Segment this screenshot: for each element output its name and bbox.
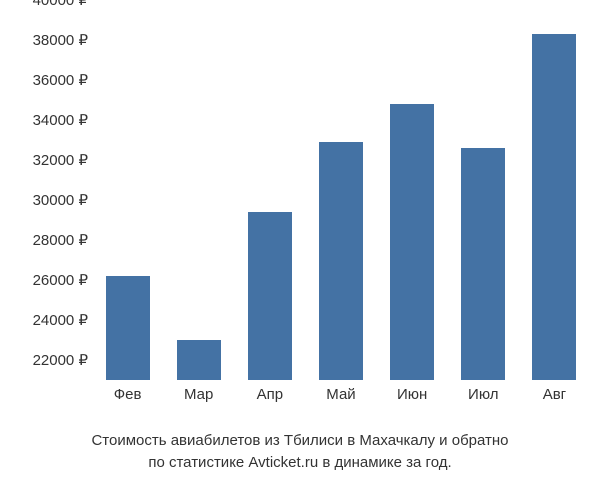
x-tick-label: Июл — [468, 386, 498, 403]
x-tick-label: Мар — [184, 386, 213, 403]
y-tick-label: 40000 ₽ — [33, 0, 88, 9]
bar — [319, 142, 363, 380]
y-tick-label: 34000 ₽ — [33, 111, 88, 129]
y-tick-label: 22000 ₽ — [33, 351, 88, 369]
price-chart: 22000 ₽ 24000 ₽ 26000 ₽ 28000 ₽ 30000 ₽ 32000… — [10, 0, 590, 400]
y-axis: 22000 ₽ 24000 ₽ 26000 ₽ 28000 ₽ 30000 ₽ 32000… — [10, 0, 88, 380]
caption-line1: Стоимость авиабилетов из Тбилиси в Махач… — [91, 432, 508, 449]
bar — [177, 340, 221, 380]
bar — [461, 148, 505, 380]
bar — [248, 212, 292, 380]
y-tick-label: 28000 ₽ — [33, 231, 88, 249]
x-axis: Фев Мар Апр Май Июн Июл Авг — [92, 380, 590, 410]
y-tick-label: 38000 ₽ — [33, 31, 88, 49]
plot-area — [92, 0, 590, 380]
bar — [106, 276, 150, 380]
y-tick-label: 24000 ₽ — [33, 311, 88, 329]
bar — [390, 104, 434, 380]
x-tick-label: Май — [326, 386, 355, 403]
bar — [532, 34, 576, 380]
caption-line2: по статистике Avticket.ru в динамике за … — [148, 454, 451, 471]
y-tick-label: 32000 ₽ — [33, 151, 88, 169]
x-tick-label: Июн — [397, 386, 427, 403]
chart-caption: Стоимость авиабилетов из Тбилиси в Махач… — [0, 430, 600, 474]
y-tick-label: 30000 ₽ — [33, 191, 88, 209]
x-tick-label: Апр — [257, 386, 283, 403]
x-tick-label: Фев — [114, 386, 142, 403]
y-tick-label: 36000 ₽ — [33, 71, 88, 89]
x-tick-label: Авг — [543, 386, 566, 403]
y-tick-label: 26000 ₽ — [33, 271, 88, 289]
